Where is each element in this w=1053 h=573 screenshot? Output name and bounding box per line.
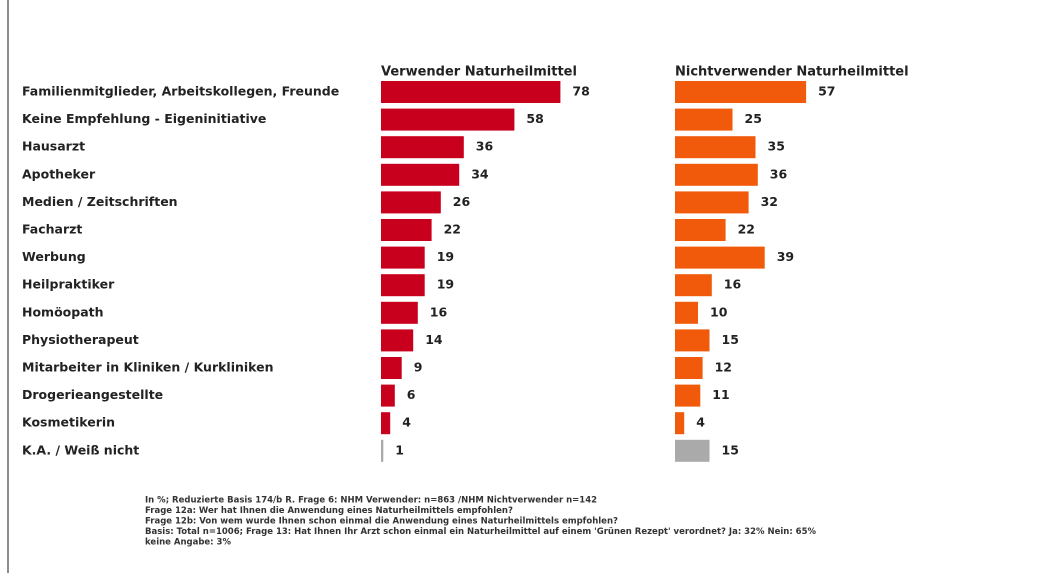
bar	[381, 301, 418, 324]
value-label: 36	[770, 166, 788, 181]
value-label: 57	[818, 84, 835, 99]
bar	[381, 191, 441, 214]
legend-label: Verwender Naturheilmittel	[381, 65, 577, 80]
bar	[381, 384, 395, 407]
bar	[675, 357, 703, 379]
bar	[381, 439, 384, 462]
bar	[381, 329, 414, 352]
value-label: 12	[715, 360, 732, 375]
value-label: 10	[710, 304, 728, 319]
category-label: Homöopath	[22, 304, 104, 319]
category-label: Hausarzt	[22, 139, 85, 154]
category-label: Facharzt	[22, 222, 82, 237]
value-label: 4	[696, 415, 705, 430]
category-label: K.A. / Weiß nicht	[22, 442, 139, 457]
bar	[675, 412, 685, 435]
value-label: 78	[572, 84, 589, 99]
value-label: 6	[407, 387, 416, 402]
category-label: Kosmetikerin	[22, 415, 115, 430]
category-label: Familienmitglieder, Arbeitskollegen, Fre…	[22, 84, 339, 99]
bar	[675, 163, 758, 186]
value-label: 15	[722, 332, 739, 347]
bar	[381, 274, 425, 297]
footnote: keine Angabe: 3%	[145, 538, 231, 548]
value-label: 58	[526, 111, 543, 126]
category-label: Keine Empfehlung - Eigeninitiative	[22, 111, 266, 126]
bar	[675, 81, 807, 103]
bar	[675, 191, 749, 214]
bar	[675, 439, 710, 462]
value-label: 36	[476, 139, 494, 154]
bar	[381, 108, 515, 131]
category-label: Mitarbeiter in Kliniken / Kurkliniken	[22, 360, 274, 375]
bar	[381, 246, 425, 269]
category-label: Drogerieangestellte	[22, 387, 163, 402]
value-label: 25	[745, 111, 762, 126]
value-label: 34	[471, 166, 489, 181]
bar	[675, 301, 698, 324]
value-label: 32	[761, 194, 778, 209]
value-label: 1	[395, 442, 404, 457]
bar	[381, 81, 561, 103]
value-label: 22	[738, 222, 755, 237]
bar	[675, 136, 756, 159]
legend-label: Nichtverwender Naturheilmittel	[675, 65, 909, 80]
value-label: 39	[777, 249, 794, 264]
bar	[381, 163, 460, 186]
footnote: Frage 12a: Wer hat Ihnen die Anwendung e…	[145, 506, 513, 516]
bar	[675, 246, 765, 269]
value-label: 14	[425, 332, 443, 347]
bar	[381, 136, 464, 159]
value-label: 11	[712, 387, 729, 402]
category-label: Apotheker	[22, 166, 96, 181]
bar	[381, 357, 402, 379]
value-label: 19	[437, 249, 454, 264]
value-label: 4	[402, 415, 411, 430]
value-label: 22	[444, 222, 461, 237]
value-label: 26	[453, 194, 471, 209]
bar	[675, 108, 733, 131]
category-label: Heilpraktiker	[22, 277, 115, 292]
category-label: Physiotherapeut	[22, 332, 139, 347]
bar	[675, 219, 726, 241]
footnote: Basis: Total n=1006; Frage 13: Hat Ihnen…	[145, 527, 817, 537]
value-label: 9	[414, 360, 423, 375]
value-label: 16	[430, 304, 448, 319]
value-label: 35	[768, 139, 785, 154]
value-label: 15	[722, 442, 739, 457]
bar	[381, 412, 391, 435]
value-label: 16	[724, 277, 742, 292]
value-label: 19	[437, 277, 454, 292]
bar	[675, 329, 710, 352]
bar	[675, 384, 701, 407]
footnote: In %; Reduzierte Basis 174/b R. Frage 6:…	[145, 496, 597, 506]
bar	[675, 274, 712, 297]
category-label: Medien / Zeitschriften	[22, 194, 178, 209]
footnote: Frage 12b: Von wem wurde Ihnen schon ein…	[145, 517, 618, 527]
bar	[381, 219, 432, 241]
category-label: Werbung	[22, 249, 86, 264]
